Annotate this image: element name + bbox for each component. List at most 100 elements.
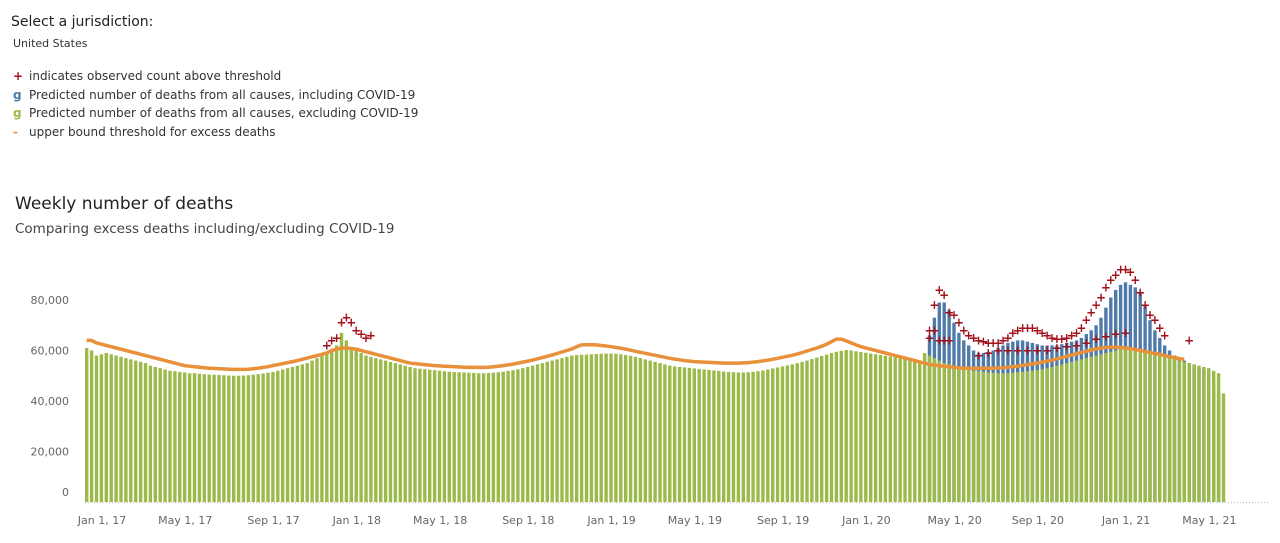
bar-excluding-covid: [619, 354, 623, 502]
bar-excluding-covid: [589, 354, 594, 502]
excess-marker: +: [973, 333, 983, 347]
bar-excluding-covid: [521, 368, 525, 502]
bar-excluding-covid: [359, 353, 363, 502]
bar-excluding-covid: [834, 351, 839, 502]
bar-excluding-covid: [898, 358, 902, 502]
bar-excluding-covid: [624, 355, 628, 502]
bar-excluding-covid: [1050, 366, 1054, 502]
bar-excluding-covid: [1035, 369, 1039, 502]
y-tick-label: 20,000: [31, 446, 70, 459]
bar-excluding-covid: [903, 358, 907, 502]
excess-marker: +: [1150, 313, 1160, 327]
bar-excluding-covid: [388, 361, 393, 502]
x-tick-label: Sep 1, 18: [502, 514, 554, 527]
bar-excluding-covid: [119, 356, 123, 502]
bar-excluding-covid: [1020, 371, 1025, 502]
bar-excluding-covid: [937, 360, 941, 502]
bar-excluding-covid: [795, 363, 799, 502]
bar-excluding-covid: [315, 358, 319, 502]
bar-excluding-covid: [565, 356, 569, 502]
bar-excluding-covid: [364, 355, 368, 502]
y-tick-label: 40,000: [31, 395, 70, 408]
bar-excluding-covid: [1089, 356, 1093, 502]
bar-excluding-covid: [746, 372, 750, 502]
excess-marker: +: [346, 316, 356, 330]
excess-marker: +: [1184, 333, 1194, 347]
bar-excluding-covid: [398, 364, 402, 502]
excess-marker: +: [929, 323, 939, 337]
y-tick-label: 80,000: [31, 294, 70, 307]
blue-swatch-icon: g: [13, 87, 22, 102]
bar-excluding-covid: [952, 365, 956, 502]
excess-marker: +: [1116, 263, 1126, 277]
excess-marker: +: [1071, 338, 1081, 352]
bar-excluding-covid: [1167, 358, 1172, 502]
bar-excluding-covid: [266, 372, 270, 502]
bar-excluding-covid: [256, 374, 260, 502]
x-tick-label: Sep 1, 20: [1012, 514, 1064, 527]
bar-excluding-covid: [873, 354, 878, 502]
excess-marker: +: [1086, 306, 1096, 320]
bar-excluding-covid: [908, 359, 912, 502]
bar-excluding-covid: [423, 369, 427, 502]
bar-excluding-covid: [918, 361, 922, 502]
bar-excluding-covid: [1163, 356, 1167, 502]
excess-marker: +: [1155, 321, 1165, 335]
bar-excluding-covid: [1123, 347, 1128, 502]
bar-excluding-covid: [418, 368, 422, 502]
excess-marker: +: [1062, 340, 1072, 354]
bar-excluding-covid: [457, 372, 461, 502]
excess-marker: +: [1111, 268, 1121, 282]
bar-excluding-covid: [183, 372, 187, 502]
bar-excluding-covid: [187, 373, 192, 502]
bar-excluding-covid: [530, 365, 535, 502]
bar-excluding-covid: [212, 374, 216, 502]
bar-excluding-covid: [638, 358, 643, 502]
bar-excluding-covid: [805, 360, 809, 502]
bar-excluding-covid: [976, 371, 981, 502]
bar-excluding-covid: [1172, 359, 1177, 502]
bar-excluding-covid: [560, 358, 564, 502]
bar-excluding-covid: [775, 367, 780, 502]
bar-excluding-covid: [163, 369, 167, 502]
bar-excluding-covid: [971, 370, 976, 502]
bar-excluding-covid: [246, 375, 251, 502]
bar-excluding-covid: [1197, 365, 1201, 502]
excess-marker: +: [978, 335, 988, 349]
jurisdiction-select[interactable]: United States: [13, 37, 88, 50]
excess-marker: +: [1022, 321, 1032, 335]
excess-marker: +: [1160, 328, 1170, 342]
bar-excluding-covid: [1118, 349, 1123, 502]
excess-marker: +: [939, 288, 949, 302]
excess-marker: +: [1013, 344, 1023, 358]
bar-excluding-covid: [516, 369, 520, 502]
bar-excluding-covid: [829, 353, 834, 502]
bar-excluding-covid: [374, 358, 378, 502]
threshold-line: [86, 337, 1185, 372]
bar-excluding-covid: [511, 370, 515, 502]
bar-excluding-covid: [281, 369, 285, 502]
bar-excluding-covid: [687, 367, 692, 502]
green-swatch-icon: g: [13, 106, 22, 121]
bar-excluding-covid: [712, 370, 716, 502]
bar-excluding-covid: [344, 340, 349, 502]
bar-excluding-covid: [731, 372, 736, 502]
excess-marker: +: [924, 323, 934, 337]
bar-excluding-covid: [148, 365, 153, 502]
excess-marker: +: [366, 328, 376, 342]
bar-excluding-covid: [981, 371, 986, 502]
excess-marker: +: [1076, 321, 1086, 335]
excess-marker: +: [1091, 332, 1101, 346]
x-tick-label: Jan 1, 18: [332, 514, 381, 527]
bar-excluding-covid: [682, 367, 687, 502]
bar-excluding-covid: [227, 375, 231, 502]
legend-item-observed: + indicates observed count above thresho…: [13, 67, 418, 86]
bar-excluding-covid: [883, 355, 888, 502]
excess-marker: +: [939, 333, 949, 347]
cross-icon: +: [13, 69, 24, 84]
bar-excluding-covid: [354, 350, 358, 502]
bar-excluding-covid: [129, 359, 133, 502]
bar-excluding-covid: [526, 366, 530, 502]
excess-marker: +: [944, 333, 954, 347]
line-swatch-icon: -: [13, 124, 18, 139]
